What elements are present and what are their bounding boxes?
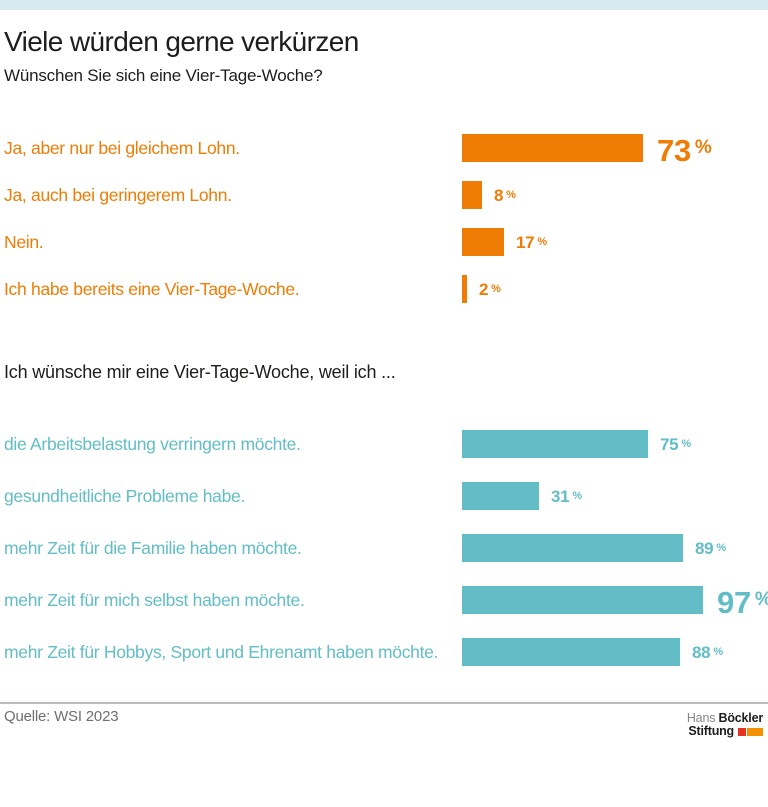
hans-boeckler-stiftung-logo: Hans Böckler Stiftung [687,712,763,738]
bar-category-label: Ich habe bereits eine Vier-Tage-Woche. [4,279,300,299]
bar-category-label: mehr Zeit für die Familie haben möchte. [4,538,302,558]
bar-value-label: 8% [494,186,516,205]
bar-row: die Arbeitsbelastung verringern möchte. 7… [0,430,768,458]
bar-value-label: 2% [479,280,501,299]
bar [462,534,683,562]
bar-value-label: 75% [660,435,691,454]
logo-boeckler-text: Böckler [718,711,764,725]
chart2-question-heading: Ich wünsche mir eine Vier-Tage-Woche, we… [4,362,396,382]
logo-mark-icon [738,727,763,736]
bar [462,482,539,510]
page-title: Viele würden gerne verkürzen [4,26,359,57]
bar [462,134,643,162]
bar-value-label: 97% [717,585,768,620]
bar-category-label: gesundheitliche Probleme habe. [4,486,246,506]
bar-row: mehr Zeit für die Familie haben möchte. 8… [0,534,768,562]
bar [462,275,467,303]
logo-mark-orange-rect [747,727,763,736]
chart-four-day-week-wish: Ja, aber nur bei gleichem Lohn. 73% Ja, au… [0,134,768,322]
bar-category-label: mehr Zeit für mich selbst haben möchte. [4,590,305,610]
bar-value-label: 89% [695,539,726,558]
bar-category-label: Ja, auch bei geringerem Lohn. [4,185,232,205]
bar-value-label: 17% [516,233,547,252]
bar [462,430,648,458]
bar-value-label: 88% [692,643,723,662]
bar [462,181,482,209]
logo-hans-text: Hans [686,711,716,725]
bar-category-label: Ja, aber nur bei gleichem Lohn. [4,138,240,158]
chart-four-day-week-reasons: die Arbeitsbelastung verringern möchte. 7… [0,430,768,690]
bar-row: Ja, auch bei geringerem Lohn. 8% [0,181,768,209]
bar-category-label: die Arbeitsbelastung verringern möchte. [4,434,301,454]
bar [462,228,504,256]
footer-divider [0,702,768,704]
source-text: Quelle: WSI 2023 [4,708,119,725]
bar-value-label: 73% [657,133,712,168]
bar-row: mehr Zeit für Hobbys, Sport und Ehrenamt… [0,638,768,666]
logo-stiftung-text: Stiftung [688,724,734,738]
bar-row: Ich habe bereits eine Vier-Tage-Woche. 2% [0,275,768,303]
bar-category-label: mehr Zeit für Hobbys, Sport und Ehrenamt… [4,642,439,662]
bar [462,586,703,614]
logo-line2: Stiftung [687,725,763,738]
chart1-question-subtitle: Wünschen Sie sich eine Vier-Tage-Woche? [4,66,323,85]
bar-value-label: 31% [551,487,582,506]
bar [462,638,680,666]
bar-row: gesundheitliche Probleme habe. 31% [0,482,768,510]
top-accent-strip [0,0,768,10]
logo-mark-red-square [738,727,746,736]
bar-category-label: Nein. [4,232,44,252]
logo-line1: Hans Böckler [687,712,763,725]
bar-row: Nein. 17% [0,228,768,256]
bar-row: mehr Zeit für mich selbst haben möchte. 9… [0,585,768,620]
bar-row: Ja, aber nur bei gleichem Lohn. 73% [0,133,768,168]
